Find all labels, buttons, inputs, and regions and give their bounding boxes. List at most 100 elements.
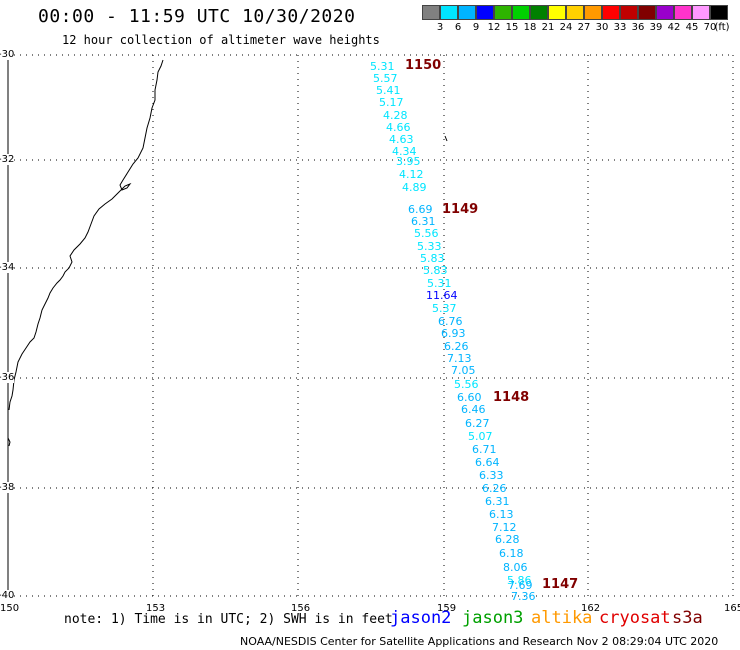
legend-value: 15: [505, 22, 519, 33]
wave-height-label: 5.83: [420, 252, 445, 265]
legend-swatch: [494, 5, 512, 20]
wave-height-label: 7.69: [508, 579, 533, 592]
legend-swatch: [674, 5, 692, 20]
satellite-name: jason3: [462, 608, 524, 628]
wave-height-label: 5.07: [468, 430, 493, 443]
wave-height-label: 5.31: [370, 60, 395, 73]
chart-title: 00:00 - 11:59 UTC 10/30/2020: [38, 6, 356, 27]
wave-height-label: 5.83: [423, 264, 448, 277]
legend-value: 9: [472, 22, 480, 33]
legend-value: 24: [559, 22, 573, 33]
wave-height-label: 3.95: [396, 155, 421, 168]
legend-swatch: [422, 5, 440, 20]
wave-height-label: 6.27: [465, 417, 490, 430]
legend-swatch: [548, 5, 566, 20]
wave-height-label: 6.13: [489, 508, 514, 521]
legend-value: 21: [541, 22, 555, 33]
legend-swatch: [440, 5, 458, 20]
wave-height-label: 4.63: [389, 133, 414, 146]
wave-height-label: 6.33: [479, 469, 504, 482]
legend-value: 18: [523, 22, 537, 33]
legend-swatch: [584, 5, 602, 20]
legend-value: 27: [577, 22, 591, 33]
legend-swatch: [656, 5, 674, 20]
satellite-name: s3a: [672, 608, 703, 628]
legend-swatch: [458, 5, 476, 20]
legend-swatch: [566, 5, 584, 20]
wave-height-label: 5.56: [414, 227, 439, 240]
wave-height-label: 7.05: [451, 364, 476, 377]
coastline-fragment: [7, 437, 11, 447]
legend-swatch: [620, 5, 638, 20]
lat-label: -32: [0, 154, 15, 165]
lat-label: -38: [0, 482, 15, 493]
wave-height-label: 7.13: [447, 352, 472, 365]
legend-swatch: [476, 5, 494, 20]
wave-height-label: 6.46: [461, 403, 486, 416]
legend-swatch: [692, 5, 710, 20]
pass-number: 1149: [442, 202, 479, 217]
wave-height-label: 8.06: [503, 561, 528, 574]
wave-height-label: 4.28: [383, 109, 408, 122]
wave-height-label: 5.17: [379, 96, 404, 109]
chart-subtitle: 12 hour collection of altimeter wave hei…: [62, 33, 380, 47]
wave-height-label: 5.57: [373, 72, 398, 85]
lon-label: 150: [0, 603, 20, 614]
wave-height-label: 4.34: [392, 145, 417, 158]
lat-lon-grid: [7, 54, 734, 600]
legend-swatch: [512, 5, 530, 20]
pass-number: 1150: [405, 58, 442, 73]
wave-height-label: 6.18: [499, 547, 524, 560]
legend-unit: (ft): [714, 22, 730, 33]
legend-swatch: [710, 5, 728, 20]
legend-value: 36: [631, 22, 645, 33]
legend-value: 42: [667, 22, 681, 33]
lon-label: 162: [581, 603, 601, 614]
pass-number: 1148: [493, 390, 530, 405]
lon-label: 156: [291, 603, 311, 614]
wave-height-label: 4.66: [386, 121, 411, 134]
lon-label: 153: [146, 603, 166, 614]
credit-line: NOAA/NESDIS Center for Satellite Applica…: [240, 635, 719, 648]
satellite-name: jason2: [390, 608, 452, 628]
lat-label: -34: [0, 262, 15, 273]
legend-swatch: [638, 5, 656, 20]
wave-height-label: 5.56: [454, 378, 479, 391]
wave-height-label: 5.41: [376, 84, 401, 97]
wave-height-label: 6.76: [438, 315, 463, 328]
wave-height-label: 7.12: [492, 521, 517, 534]
island-mark: [444, 135, 448, 142]
wave-height-label: 6.60: [457, 391, 482, 404]
wave-height-label: 6.31: [411, 215, 436, 228]
wave-height-label: 5.86: [507, 574, 532, 587]
coastline: [8, 59, 164, 411]
wave-height-label: 6.64: [475, 456, 500, 469]
wave-height-label: 5.37: [432, 302, 457, 315]
wave-height-label: 5.31: [427, 277, 452, 290]
legend-value: 70: [703, 22, 717, 33]
legend-swatch: [602, 5, 620, 20]
wave-height-label: 11.64: [426, 289, 458, 302]
wave-height-label: 6.93: [441, 327, 466, 340]
footer-note: note: 1) Time is in UTC; 2) SWH is in fe…: [64, 612, 393, 627]
legend-value: 30: [595, 22, 609, 33]
pass-number: 1147: [542, 577, 579, 592]
legend-value: 39: [649, 22, 663, 33]
wave-height-label: 6.71: [472, 443, 497, 456]
wave-height-label: 4.89: [402, 181, 427, 194]
wave-height-label: 6.26: [444, 340, 469, 353]
legend-value: 6: [454, 22, 462, 33]
legend-value: 45: [685, 22, 699, 33]
wave-height-label: 4.12: [399, 168, 424, 181]
wave-height-label: 6.28: [495, 533, 520, 546]
satellite-name: altika: [531, 608, 593, 628]
lat-label: -40: [0, 590, 15, 601]
lat-label: -36: [0, 372, 15, 383]
lat-label: -30: [0, 49, 15, 60]
legend-value: 3: [436, 22, 444, 33]
wave-height-label: 5.33: [417, 240, 442, 253]
legend-value: 12: [487, 22, 501, 33]
lon-label: 165: [724, 603, 740, 614]
wave-height-label: 6.69: [408, 203, 433, 216]
